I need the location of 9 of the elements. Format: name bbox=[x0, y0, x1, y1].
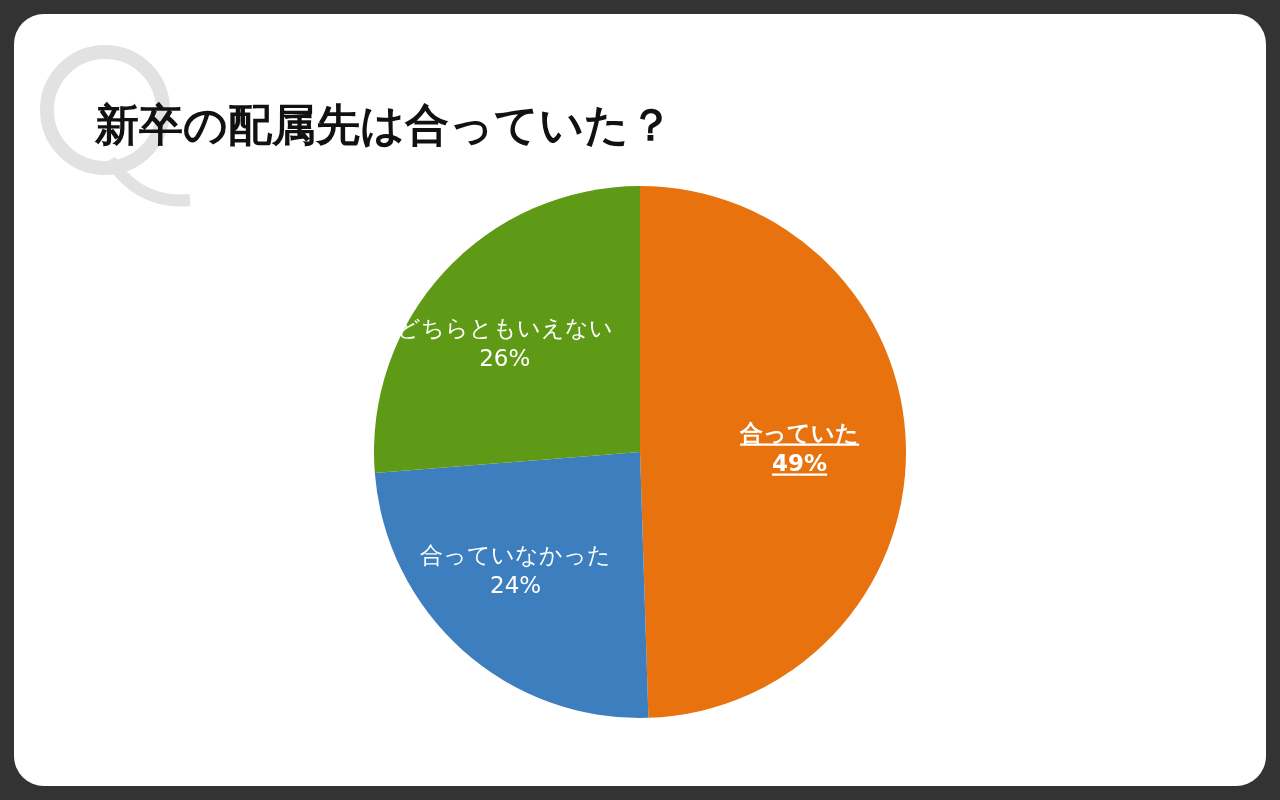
pie-slice bbox=[374, 186, 640, 474]
slice-label: 合っていた bbox=[739, 420, 860, 447]
data-label: 49% bbox=[772, 450, 828, 477]
pie-slice bbox=[374, 452, 649, 718]
chart-title: 新卒の配属先は合っていた？ bbox=[94, 99, 673, 150]
slice-label: 合っていなかった bbox=[420, 541, 612, 568]
pie-slice bbox=[640, 186, 906, 718]
data-label: 26% bbox=[479, 344, 531, 371]
data-label: 24% bbox=[490, 571, 542, 598]
